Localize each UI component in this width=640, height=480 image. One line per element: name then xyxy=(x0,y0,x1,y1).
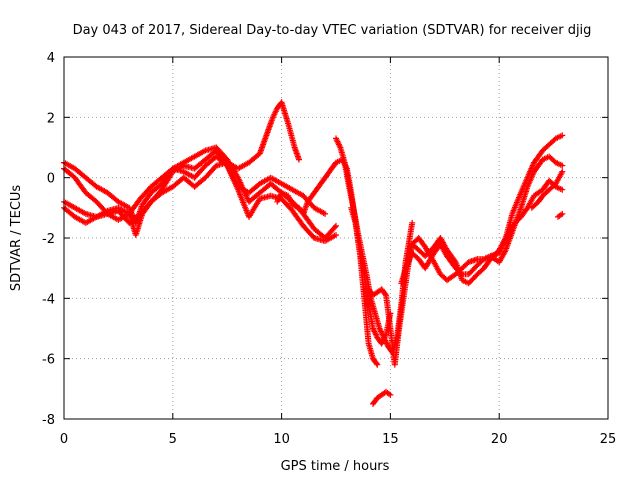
series-track-12 xyxy=(409,177,566,287)
y-axis-label: SDTVAR / TECUs xyxy=(9,185,24,292)
y-tick-label: -2 xyxy=(42,232,55,247)
series-track-14 xyxy=(555,210,566,220)
x-axis-label: GPS time / hours xyxy=(281,459,390,474)
plot-frame xyxy=(63,56,609,420)
x-tick-label: 5 xyxy=(169,432,177,447)
series-track-9 xyxy=(370,388,394,407)
series-markers xyxy=(528,168,566,211)
y-tick-label: 2 xyxy=(47,111,55,126)
y-tick-label: -8 xyxy=(42,413,55,428)
x-tick-label: 0 xyxy=(60,432,68,447)
y-tick-label: 0 xyxy=(47,172,55,187)
x-tick-label: 15 xyxy=(382,432,399,447)
series-markers xyxy=(348,204,381,368)
y-tick-label: -6 xyxy=(42,353,55,368)
series-markers xyxy=(370,388,394,407)
axis-ticks: 0 5 10 15 20 25 -8 -6 -4 -2 0 2 4 xyxy=(42,51,616,447)
series-markers xyxy=(555,210,566,220)
x-tick-label: 20 xyxy=(491,432,508,447)
series-track-7 xyxy=(348,204,381,368)
y-tick-label: -4 xyxy=(42,292,55,307)
y-tick-label: 4 xyxy=(47,51,55,66)
data-points xyxy=(61,99,566,407)
x-tick-label: 10 xyxy=(273,432,290,447)
series-markers xyxy=(409,177,566,287)
chart-title: Day 043 of 2017, Sidereal Day-to-day VTE… xyxy=(73,23,592,38)
series-track-13 xyxy=(528,168,566,211)
x-tick-label: 25 xyxy=(600,432,617,447)
